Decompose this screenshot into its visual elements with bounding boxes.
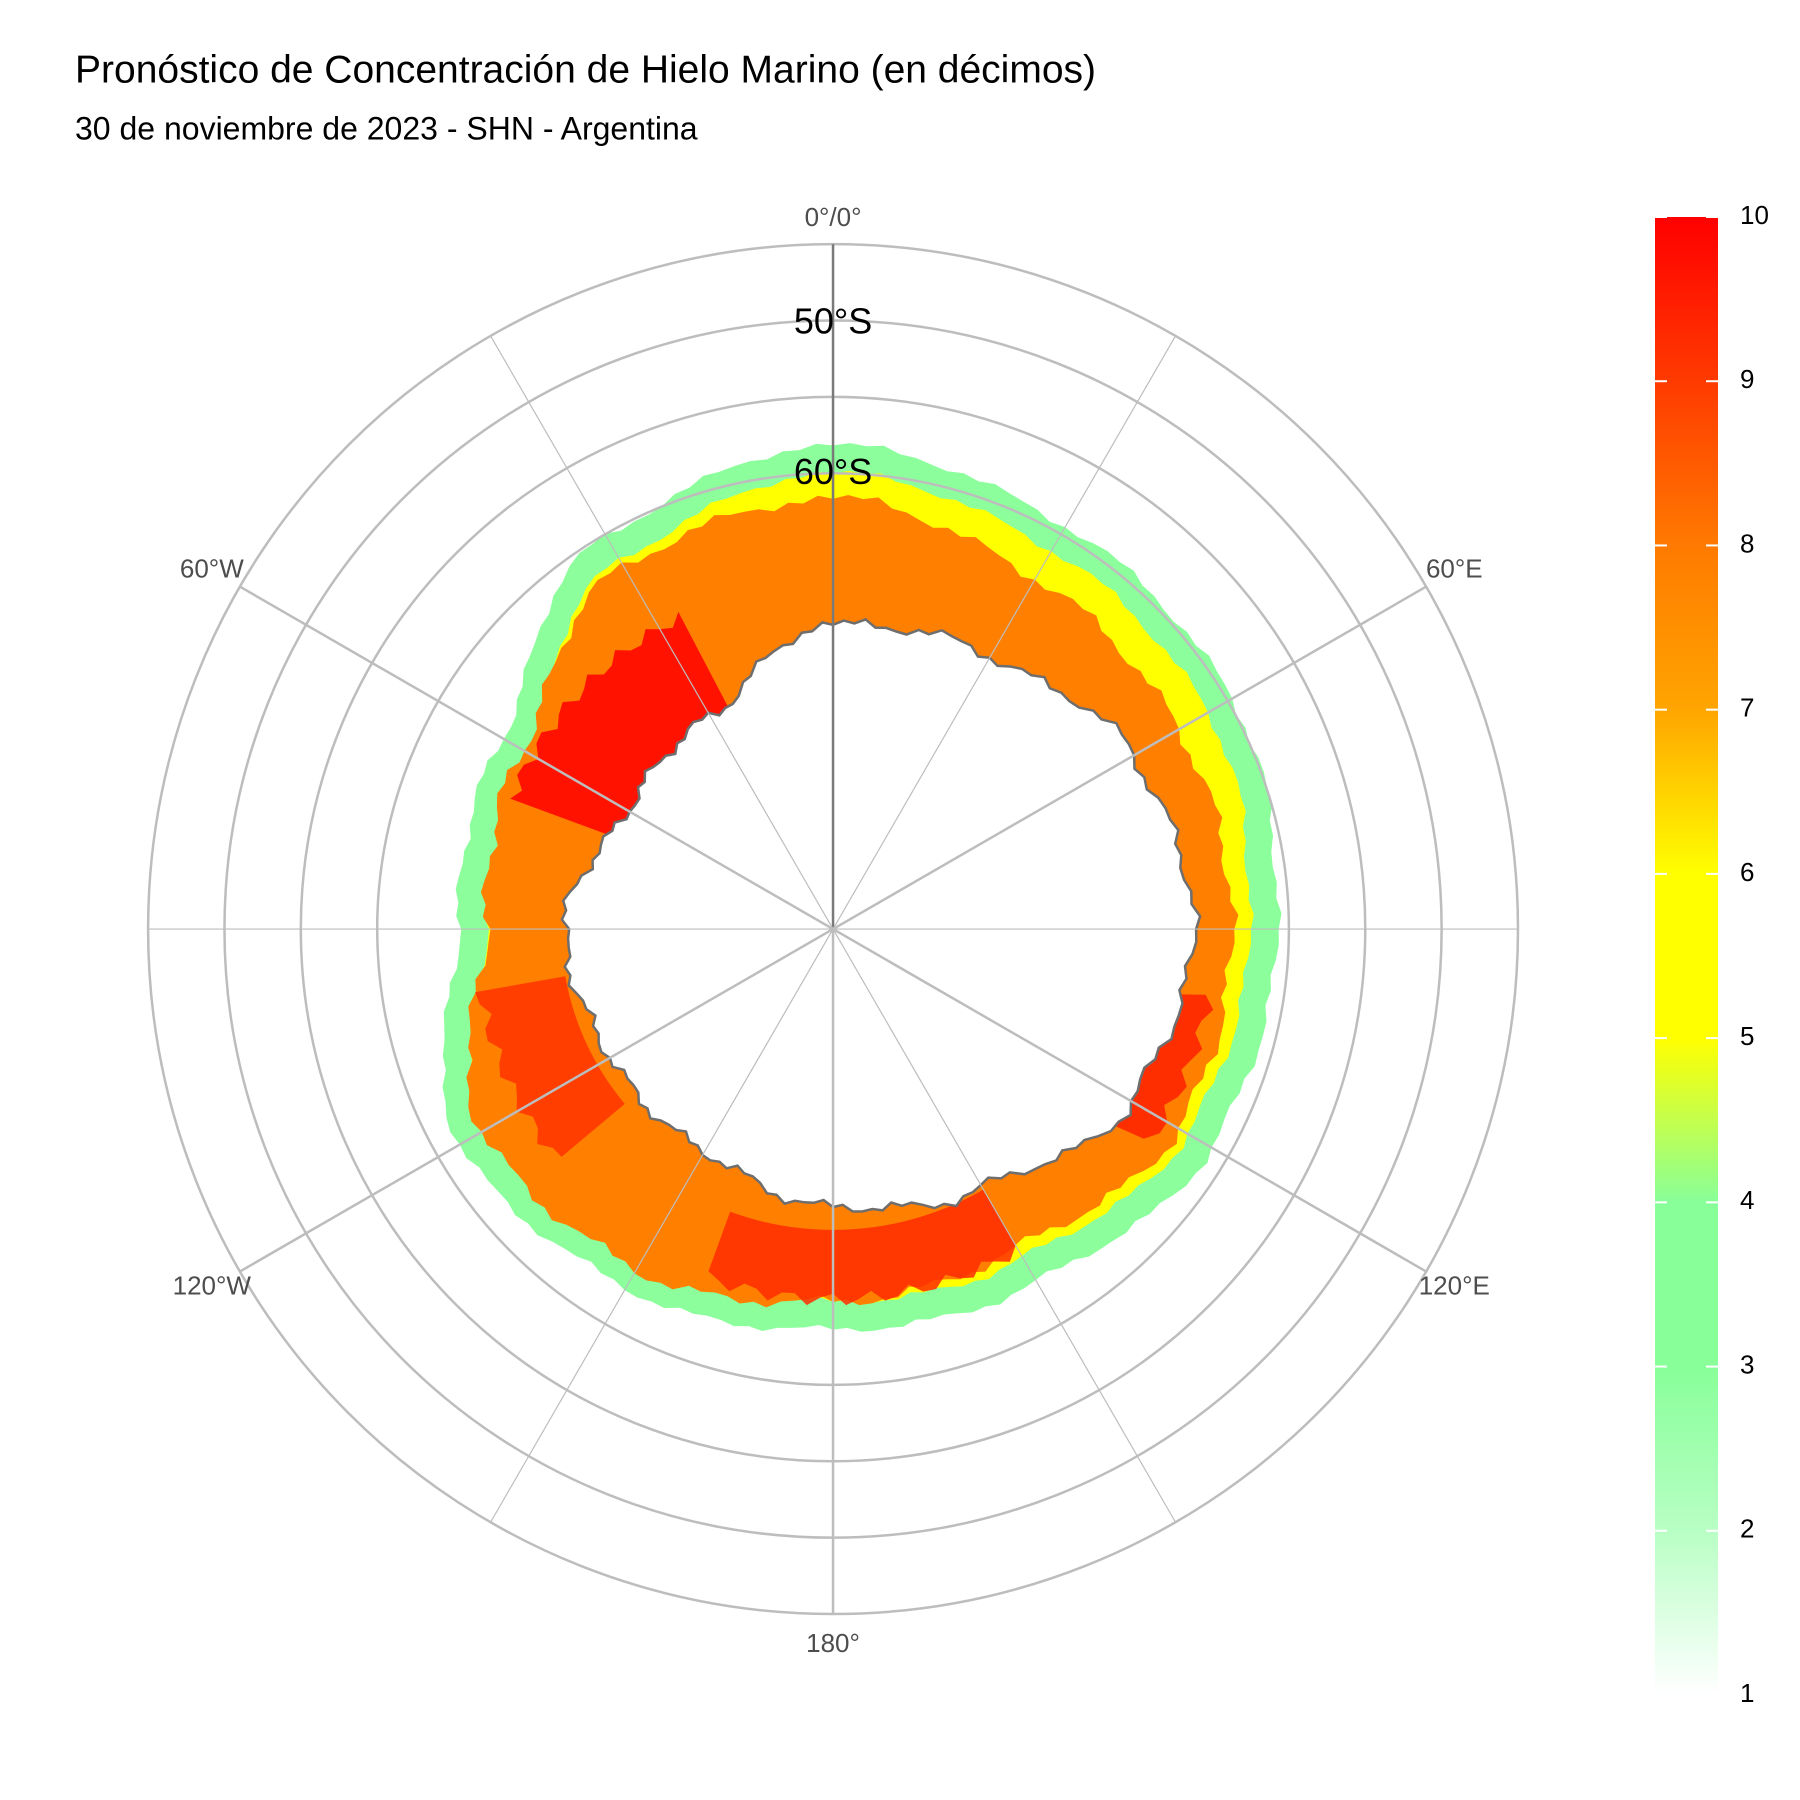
meridian — [490, 928, 834, 1523]
legend-tick-label: 9 — [1740, 364, 1754, 394]
legend-tick-label: 6 — [1740, 857, 1754, 887]
longitude-label: 180° — [806, 1628, 860, 1658]
legend-tick-label: 8 — [1740, 528, 1754, 558]
longitude-label: 120°E — [1419, 1271, 1490, 1301]
meridian — [832, 585, 1427, 931]
legend-tick-label: 5 — [1740, 1021, 1754, 1051]
color-bar — [1655, 217, 1718, 1695]
legend-tick-label: 4 — [1740, 1185, 1754, 1215]
longitude-label: 60°E — [1426, 553, 1483, 583]
map-area: 0°/0° 60°E 120°E 180° 120°W 60°W 50°S 60°S — [146, 202, 1520, 1658]
latitude-label: 60°S — [794, 451, 872, 492]
longitude-label: 60°W — [180, 553, 244, 583]
legend-tick-label: 2 — [1740, 1514, 1754, 1544]
longitude-label: 120°W — [173, 1271, 252, 1301]
meridian — [832, 927, 1427, 1273]
meridian — [239, 927, 834, 1273]
legend-tick-label: 3 — [1740, 1349, 1754, 1379]
subtitle: 30 de noviembre de 2023 - SHN - Argentin… — [75, 110, 698, 146]
legend-tick-label: 7 — [1740, 693, 1754, 723]
latitude-label: 50°S — [794, 300, 872, 341]
color-legend: 1 2 3 4 5 6 7 8 9 10 — [1655, 200, 1769, 1708]
legend-tick-label: 10 — [1740, 200, 1769, 230]
ice-very-high — [475, 976, 625, 1157]
meridian — [832, 928, 1177, 1523]
ice-very-high — [1112, 994, 1214, 1139]
legend-tick-label: 1 — [1740, 1678, 1754, 1708]
meridian — [832, 335, 1177, 930]
meridian — [490, 335, 834, 930]
title: Pronóstico de Concentración de Hielo Mar… — [75, 48, 1096, 91]
meridian — [239, 585, 834, 931]
ice-very-high — [708, 1189, 1016, 1306]
longitude-label: 0°/0° — [805, 202, 862, 232]
